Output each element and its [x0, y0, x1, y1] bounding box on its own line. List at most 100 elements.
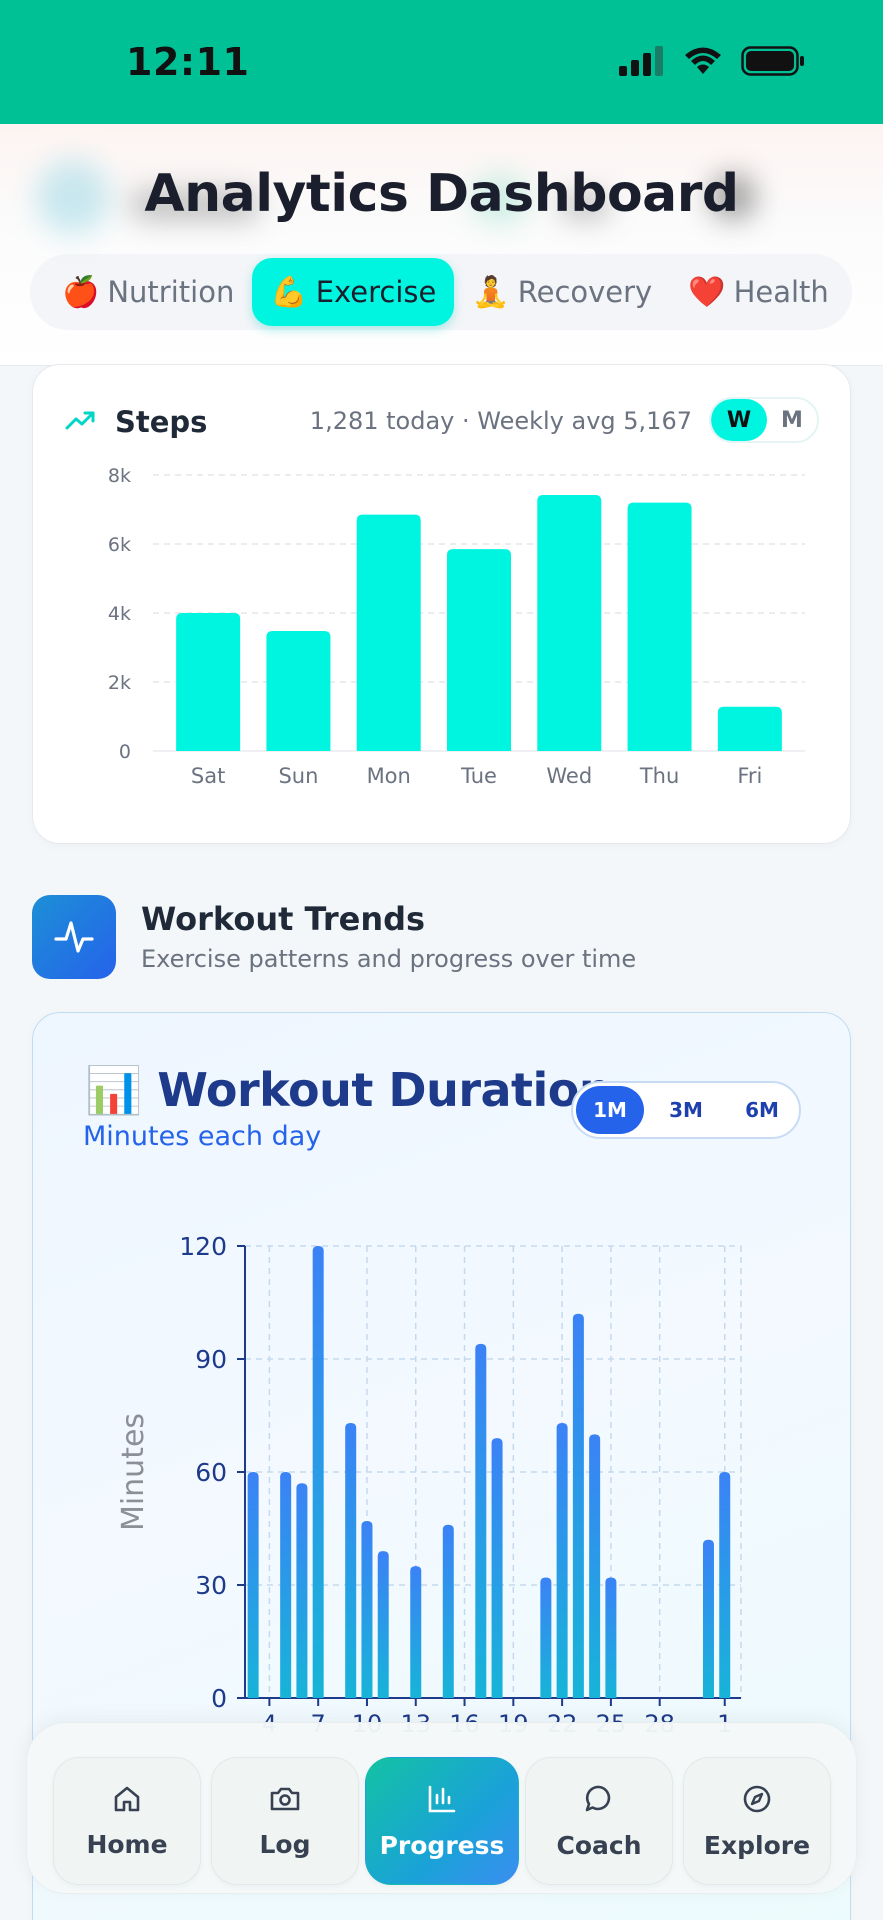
- steps-x-tick-label: Tue: [460, 764, 497, 788]
- steps-y-tick-label: 6k: [108, 534, 131, 556]
- blurred-avatar: [710, 174, 756, 220]
- tab-health[interactable]: ❤️ Health: [670, 258, 847, 326]
- steps-x-tick-label: Thu: [639, 764, 679, 788]
- blurred-text: [560, 194, 610, 218]
- status-icons: [619, 46, 805, 76]
- workout-title-text: Workout Duration: [157, 1063, 612, 1117]
- blurred-avatar: [36, 160, 110, 234]
- steps-y-tick-label: 0: [119, 741, 131, 763]
- range-1m[interactable]: 1M: [576, 1086, 644, 1134]
- nav-coach[interactable]: Coach: [525, 1757, 673, 1885]
- header: Analytics Dashboard 🍎 Nutrition 💪 Exerci…: [0, 124, 883, 366]
- workout-y-axis-label: Minutes: [116, 1413, 151, 1531]
- workout-y-tick-label: 60: [195, 1458, 227, 1487]
- tab-label: Health: [733, 275, 829, 309]
- workout-bar: [719, 1472, 731, 1698]
- nav-label: Log: [259, 1829, 311, 1859]
- workout-bar: [345, 1423, 357, 1698]
- workout-trends-icon: [32, 895, 116, 979]
- steps-bar: [266, 630, 331, 751]
- heart-icon: ❤️: [688, 274, 726, 310]
- steps-period-toggle: W M: [709, 397, 819, 443]
- workout-bar: [589, 1434, 601, 1698]
- steps-bar: [176, 613, 241, 751]
- steps-bar: [356, 514, 421, 751]
- tab-exercise[interactable]: 💪 Exercise: [252, 258, 455, 326]
- signal-icon: [619, 46, 663, 76]
- steps-chart: 0 2k 4k 6k 8k Sat Sun Mon Tue Wed Thu Fri: [108, 465, 805, 788]
- tab-nutrition[interactable]: 🍎 Nutrition: [44, 258, 252, 326]
- steps-y-tick-label: 8k: [108, 465, 131, 487]
- trending-up-icon: [65, 411, 95, 430]
- steps-x-tick-label: Sat: [191, 764, 225, 788]
- blurred-text: [130, 190, 260, 220]
- range-3m[interactable]: 3M: [669, 1098, 703, 1122]
- range-6m[interactable]: 6M: [745, 1098, 779, 1122]
- steps-bar: [447, 549, 511, 751]
- steps-bar: [537, 495, 602, 751]
- workout-bar: [491, 1438, 503, 1698]
- camera-icon: [270, 1787, 300, 1810]
- status-bar: 12:11: [0, 0, 883, 124]
- tab-recovery[interactable]: 🧘 Recovery: [454, 258, 670, 326]
- nav-log[interactable]: Log: [211, 1757, 359, 1885]
- workout-duration-subtitle: Minutes each day: [83, 1121, 322, 1152]
- battery-icon: [741, 46, 804, 76]
- toggle-week[interactable]: W: [711, 399, 767, 441]
- workout-y-tick-label: 0: [211, 1684, 227, 1713]
- bar-chart-icon: [428, 1785, 456, 1812]
- workout-bar: [556, 1423, 568, 1698]
- steps-card: Steps 1,281 today · Weekly avg 5,167 W M…: [32, 364, 851, 844]
- workout-y-tick-label: 30: [195, 1571, 227, 1600]
- section-title: Workout Trends: [141, 900, 426, 938]
- wifi-icon: [685, 47, 721, 74]
- workout-bar: [361, 1520, 373, 1698]
- workout-bar: [475, 1343, 487, 1698]
- workout-bar: [312, 1246, 324, 1698]
- nav-label: Coach: [556, 1830, 642, 1860]
- tab-label: Nutrition: [107, 275, 235, 309]
- meditation-icon: 🧘: [472, 274, 510, 310]
- workout-y-tick-label: 120: [179, 1232, 227, 1261]
- workout-bar: [280, 1472, 292, 1698]
- nav-label: Progress: [379, 1830, 505, 1860]
- page-title: Analytics Dashboard: [144, 164, 739, 224]
- tab-label: Recovery: [517, 275, 653, 309]
- steps-y-tick-label: 4k: [108, 603, 131, 625]
- nav-label: Home: [86, 1829, 168, 1859]
- toggle-month[interactable]: M: [781, 407, 803, 433]
- category-tabs: 🍎 Nutrition 💪 Exercise 🧘 Recovery ❤️ Hea…: [30, 254, 852, 330]
- workout-bar: [442, 1524, 454, 1698]
- workout-bar: [605, 1577, 617, 1698]
- nav-progress[interactable]: Progress: [365, 1757, 519, 1885]
- chat-bubble-icon: [585, 1785, 611, 1811]
- compass-icon: [743, 1785, 771, 1812]
- steps-x-tick-label: Mon: [367, 764, 411, 788]
- workout-duration-title: 📊 Workout Duration: [85, 1063, 612, 1118]
- flexed-arm-icon: 💪: [270, 274, 308, 310]
- steps-summary: 1,281 today · Weekly avg 5,167: [309, 407, 692, 435]
- apple-icon: 🍎: [62, 274, 100, 310]
- steps-y-tick-label: 2k: [108, 672, 131, 694]
- bottom-nav: Home Log Progress Coach Explore: [26, 1722, 857, 1894]
- workout-bar: [702, 1539, 714, 1698]
- tab-label: Exercise: [315, 275, 437, 309]
- section-subtitle: Exercise patterns and progress over time: [141, 945, 637, 973]
- steps-x-tick-label: Wed: [546, 764, 592, 788]
- status-time: 12:11: [126, 40, 250, 84]
- workout-y-tick-label: 90: [195, 1345, 227, 1374]
- steps-bar: [627, 502, 692, 751]
- nav-label: Explore: [703, 1830, 811, 1860]
- home-icon: [114, 1786, 140, 1811]
- workout-bar: [377, 1551, 389, 1698]
- workout-bar: [410, 1566, 422, 1698]
- nav-home[interactable]: Home: [53, 1757, 201, 1885]
- nav-explore[interactable]: Explore: [683, 1757, 831, 1885]
- workout-bar: [572, 1313, 584, 1698]
- activity-pulse-icon: [54, 921, 94, 953]
- steps-bar: [717, 706, 782, 751]
- steps-x-tick-label: Sun: [278, 764, 318, 788]
- workout-bar: [540, 1577, 552, 1698]
- steps-x-tick-label: Fri: [737, 764, 762, 788]
- range-selector: 1M 3M 6M: [571, 1081, 801, 1139]
